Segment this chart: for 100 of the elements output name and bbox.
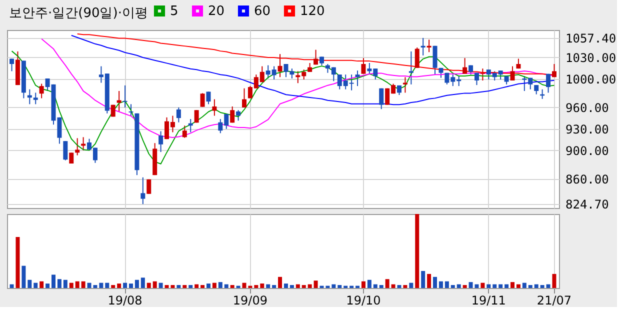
candlestick [474, 72, 479, 86]
bar [128, 284, 133, 288]
candlestick [81, 136, 86, 151]
y-tick-label: 860.00 [566, 172, 609, 186]
candlestick [534, 84, 539, 95]
candlestick [212, 98, 217, 116]
bar [403, 285, 408, 288]
y-tick-label: 824.70 [566, 198, 609, 212]
bar [522, 282, 526, 288]
bar [134, 280, 139, 288]
candlestick [426, 39, 432, 53]
candlestick [116, 90, 122, 112]
bar [260, 284, 264, 288]
bar [111, 285, 116, 288]
bar [361, 281, 366, 288]
bar [57, 279, 62, 288]
bar [158, 282, 163, 288]
bar [290, 285, 294, 288]
candlestick [230, 106, 235, 124]
bar [456, 284, 461, 288]
bar [480, 282, 485, 288]
bar [486, 284, 491, 288]
bar [391, 284, 396, 288]
candlestick [200, 92, 205, 108]
bar [146, 282, 151, 288]
bar [409, 282, 414, 288]
bar [462, 285, 467, 288]
candlestick [552, 63, 556, 78]
candlestick [75, 138, 80, 156]
y-tick-label: 960.00 [566, 100, 609, 115]
bar [415, 214, 420, 288]
bar [397, 285, 402, 288]
bar [444, 281, 449, 288]
bar [34, 282, 38, 288]
y-tick-label: 930.00 [566, 122, 609, 136]
bar [450, 285, 455, 288]
bar [266, 284, 270, 288]
x-tick-label: 19/10 [346, 294, 381, 308]
candlestick [402, 76, 408, 94]
bar [140, 278, 145, 288]
bar [534, 284, 538, 288]
candlestick [63, 140, 68, 161]
x-tick-label: 21/07 [536, 294, 572, 308]
bar [284, 284, 288, 288]
bar [510, 282, 515, 288]
bar [254, 285, 258, 288]
bar [69, 282, 74, 288]
bar [117, 284, 122, 288]
bar [16, 236, 20, 288]
x-tick-label: 19/11 [471, 294, 506, 308]
bar [206, 284, 210, 288]
bar [516, 284, 520, 288]
candlestick [414, 46, 420, 68]
bar [272, 285, 276, 288]
candlestick [242, 88, 247, 108]
bar [99, 282, 104, 288]
bar [433, 276, 438, 288]
y-tick-label: 1057.40 [566, 31, 616, 46]
candlestick [278, 54, 282, 78]
candlestick [182, 125, 187, 138]
candlestick [432, 45, 438, 76]
bar [421, 270, 426, 288]
candlestick [408, 50, 414, 85]
candlestick [146, 178, 152, 194]
bar [296, 284, 300, 288]
bar [28, 280, 32, 288]
bar [22, 266, 26, 288]
legend-label: 60 [254, 4, 271, 19]
candlestick [420, 37, 426, 56]
candlestick [194, 110, 199, 124]
bar [367, 280, 372, 288]
x-tick-label: 19/08 [108, 294, 142, 308]
bar [379, 285, 384, 288]
bar [230, 285, 234, 288]
bar [63, 280, 68, 288]
candlestick [314, 49, 318, 66]
bar [504, 284, 509, 288]
bar [194, 284, 199, 288]
candlestick [379, 88, 384, 110]
legend-label: 5 [170, 4, 178, 19]
line-series [70, 34, 555, 106]
bar [332, 284, 336, 288]
bar [200, 285, 205, 288]
candlestick [355, 70, 360, 87]
legend-label: 120 [300, 4, 325, 19]
bar [81, 281, 86, 288]
bar [492, 284, 497, 288]
bar [46, 284, 50, 288]
bar [552, 274, 556, 288]
candlestick [158, 130, 164, 153]
bar [188, 285, 193, 288]
bar [152, 281, 157, 288]
bar [123, 282, 128, 288]
bar [427, 274, 432, 288]
candlestick [236, 110, 241, 122]
bar [546, 284, 550, 288]
candlestick [510, 66, 515, 81]
bar [75, 281, 80, 288]
bar [302, 285, 306, 288]
y-tick-label: 900.00 [566, 144, 609, 158]
